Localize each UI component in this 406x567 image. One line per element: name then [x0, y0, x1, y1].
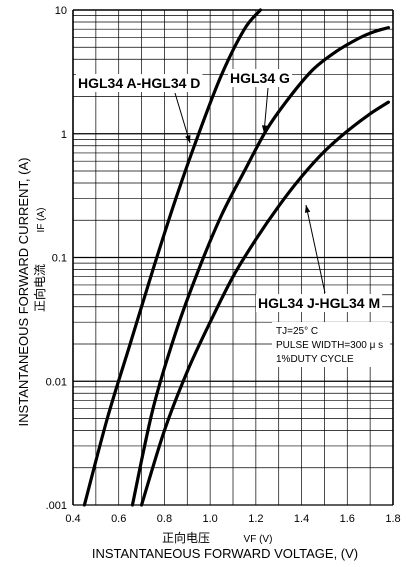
y-axis-title: INSTANTANEOUS FORWARD CURRENT, (A)	[16, 158, 31, 427]
y-tick-label: .001	[46, 500, 67, 512]
condition-duty-cycle: 1%DUTY CYCLE	[276, 354, 354, 365]
conditions-box	[272, 322, 390, 367]
series-curve-1	[82, 8, 263, 507]
y-tick-label: 10	[55, 5, 67, 17]
x-tick-label: 1.2	[248, 513, 263, 525]
x-tick-label: 1.0	[202, 513, 217, 525]
x-axis-symbol: VF (V)	[244, 534, 273, 545]
x-tick-label: 0.4	[65, 513, 80, 525]
y-tick-label: 0.01	[46, 376, 67, 388]
series-leader-arrowhead	[261, 125, 268, 133]
series-label-2: HGL34 G	[230, 70, 290, 86]
axis-ticks: 0.4 0.6 0.8 1.0 1.2 1.4 1.6 1.8 .001 0.01 0.1 1 10	[46, 5, 401, 525]
x-tick-label: 0.8	[157, 513, 172, 525]
series-curve-2	[130, 26, 391, 507]
series-leader-line	[263, 87, 269, 134]
x-tick-label: 1.6	[340, 513, 355, 525]
series-leader-line	[174, 92, 191, 144]
grid	[72, 9, 394, 506]
series-label-bg	[76, 74, 203, 92]
series-label-bg	[228, 69, 293, 87]
y-axis-symbol: IF (A)	[36, 208, 47, 233]
condition-pulse-width: PULSE WIDTH=300 μ s	[276, 340, 383, 351]
series-label-1: HGL34 A-HGL34 D	[78, 75, 200, 91]
y-tick-label: 1	[61, 129, 67, 141]
x-axis-title: INSTANTANEOUS FORWARD VOLTAGE, (V)	[92, 546, 358, 561]
x-tick-label: 1.4	[294, 513, 309, 525]
x-axis-title-cn: 正向电压	[162, 530, 210, 545]
condition-temperature: TJ=25° C	[276, 326, 318, 337]
series-curves	[82, 8, 391, 507]
series-label-3: HGL34 J-HGL34 M	[258, 295, 380, 311]
series-leader-arrowhead	[304, 205, 311, 213]
y-tick-label: 0.1	[52, 253, 67, 265]
series-curve-3	[139, 100, 391, 507]
series-leader-arrowhead	[185, 135, 191, 143]
series-label-bg	[256, 294, 383, 312]
series-labels: HGL34 A-HGL34 D HGL34 G HGL34 J-HGL34 M	[76, 69, 390, 367]
series-leader-line	[305, 204, 326, 294]
x-tick-label: 0.6	[111, 513, 126, 525]
y-axis-title-cn: 正向电流	[32, 264, 47, 312]
x-tick-label: 1.8	[385, 513, 400, 525]
